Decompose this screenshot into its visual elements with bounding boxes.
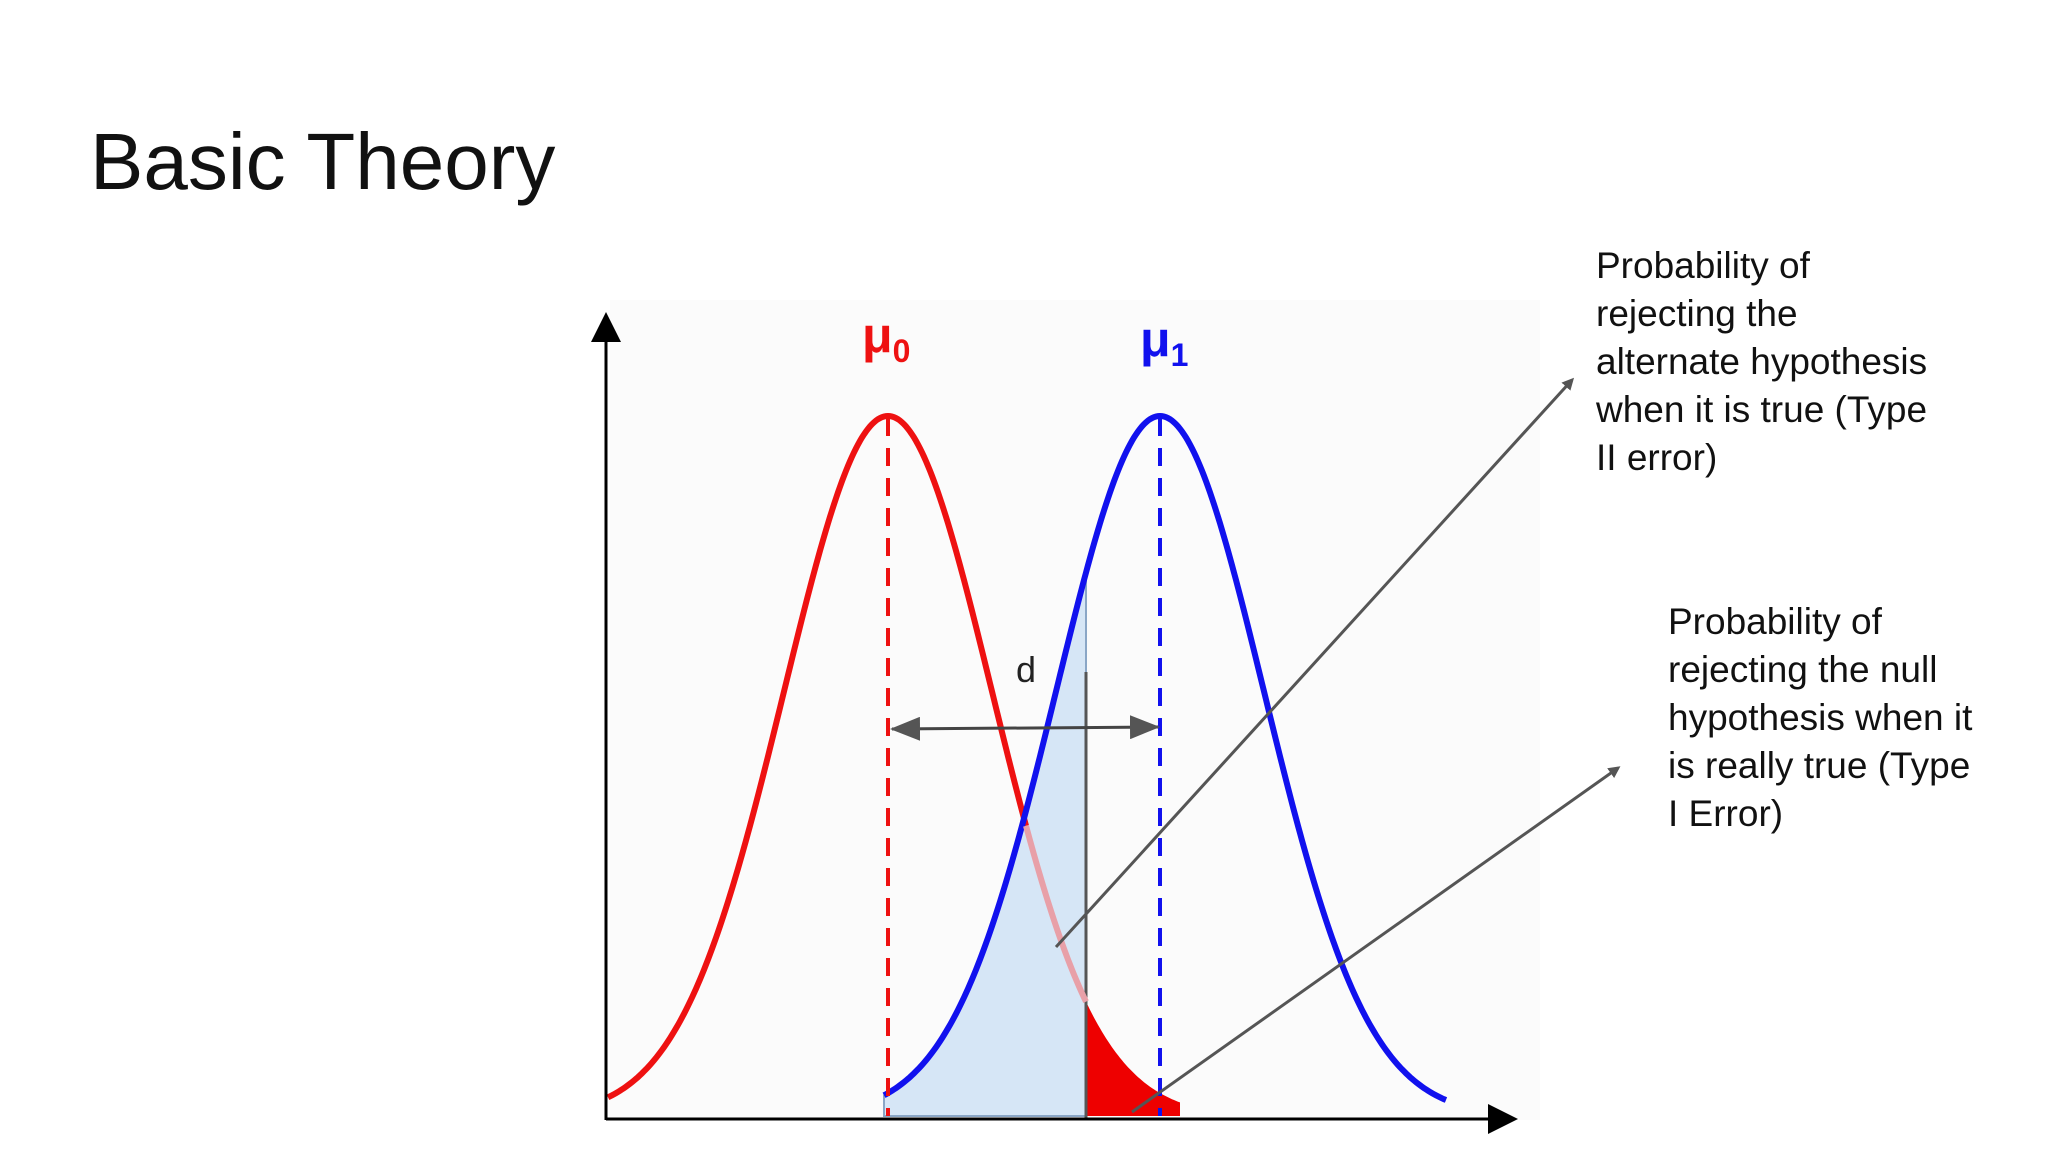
- type1-callout-arrow: [1131, 766, 1621, 1114]
- null-curve-overlap: [1023, 825, 1089, 1003]
- null-distribution-curve: [606, 412, 1029, 1100]
- mu1-label: μ1: [1140, 314, 1188, 371]
- d-distance-arrow: [890, 715, 1160, 741]
- mu0-subscript: 0: [892, 333, 911, 369]
- d-label: d: [1016, 649, 1037, 690]
- mu1-symbol: μ: [1140, 311, 1171, 367]
- type1-error-annotation: Probability of rejecting the null hypoth…: [1668, 601, 1973, 834]
- slide-title: Basic Theory: [90, 117, 556, 206]
- mu1-subscript: 1: [1170, 337, 1189, 373]
- mu0-symbol: μ: [862, 307, 893, 363]
- type2-error-annotation: Probability of rejecting the alternate h…: [1596, 245, 1928, 478]
- mu0-label: μ0: [862, 310, 910, 367]
- type1-error-region: [1086, 1001, 1180, 1116]
- type2-callout-arrow: [1054, 377, 1575, 949]
- alternative-distribution-curve: [882, 412, 1448, 1103]
